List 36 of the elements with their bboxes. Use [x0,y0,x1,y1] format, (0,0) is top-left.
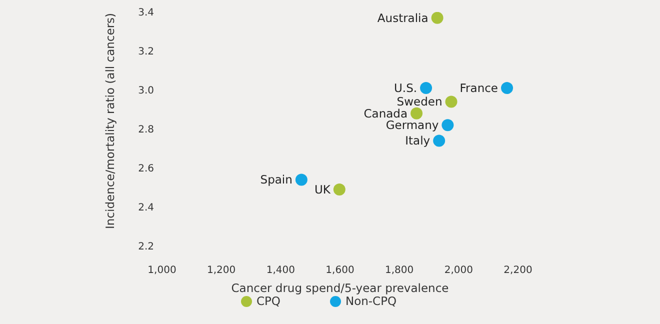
y-axis-title: Incidence/mortality ratio (all cancers) [103,12,118,229]
annotation: Italy [405,134,430,148]
y-tick-label: 2.6 [138,164,154,175]
annotation: Sweden [396,94,442,109]
point [445,96,458,108]
annotation: Australia [377,10,428,25]
point [431,12,444,24]
point [333,183,346,196]
annotation: Germany [386,118,439,132]
point [501,82,514,94]
x-tick-label: 1,200 [207,265,236,276]
annotation: Canada [364,106,408,120]
point [295,174,308,186]
x-axis-title: Cancer drug spend/5-year prevalence [231,281,449,295]
y-tick-label: 2.2 [138,242,154,253]
y-tick-label: 3.0 [138,86,154,97]
legend-label: CPQ [256,294,280,308]
x-tick-label: 2,200 [504,265,532,276]
y-tick-label: 3.4 [138,8,154,19]
x-tick-label: 2,000 [444,265,473,276]
y-tick-label: 2.4 [138,202,154,214]
point [442,119,454,132]
annotation: U.S. [394,81,418,96]
legend-label: Non-CPQ [345,294,397,308]
annotation: France [460,81,498,96]
x-tick-label: 1,800 [385,265,414,276]
annotation: Spain [260,172,292,187]
x-tick-label: 1,600 [326,265,354,276]
annotation: UK [314,182,331,196]
y-tick-label: 3.2 [138,46,154,58]
point [433,134,446,147]
x-tick-label: 1,400 [266,265,295,276]
x-tick-label: 1,000 [148,265,176,276]
point [410,107,423,120]
point [420,82,432,94]
y-tick-label: 2.8 [138,124,154,136]
